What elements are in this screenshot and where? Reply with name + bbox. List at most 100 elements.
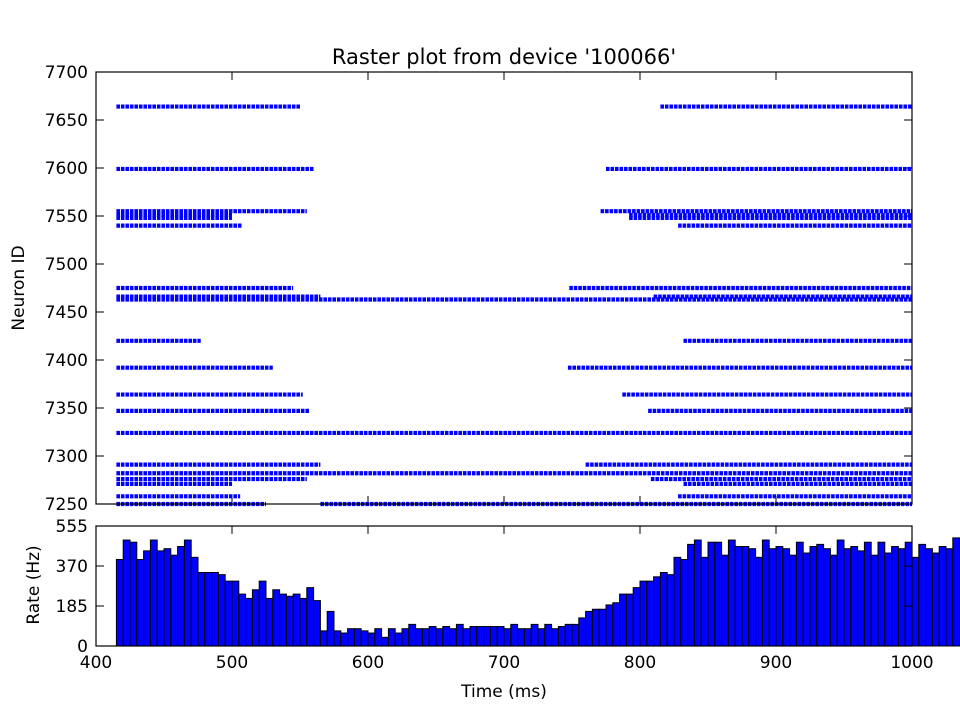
histogram-bar [517, 628, 525, 647]
histogram-bar [326, 610, 335, 647]
histogram-bar [306, 587, 315, 647]
histogram-bar [292, 593, 301, 647]
histogram-bar [850, 546, 859, 647]
histogram-bar [435, 628, 444, 647]
histogram-bar [707, 541, 716, 647]
histogram-bar [143, 550, 151, 647]
histogram-bar [795, 541, 804, 647]
histogram-bar [591, 608, 600, 647]
histogram-bars [115, 537, 960, 647]
histogram-bar [891, 546, 899, 647]
hist-x-tick-label: 600 [352, 653, 384, 673]
raster-y-tick-label: 7650 [45, 111, 88, 131]
histogram-bar [360, 630, 369, 647]
raster-y-tick-labels: 7250 7300 7350 7400 7450 7500 7550 7600 7650 7700 [45, 63, 88, 515]
rate-histogram: Rate (Hz) Time (ms) 0 185 370 555 400 500 600 7… [24, 517, 960, 702]
histogram-bar [571, 623, 580, 647]
histogram-bar [408, 623, 417, 647]
histogram-bar [748, 548, 757, 647]
histogram-bar [394, 632, 403, 647]
histogram-bar [238, 593, 247, 647]
histogram-bar [489, 626, 498, 647]
histogram-bar [381, 636, 389, 647]
histogram-bar [585, 610, 593, 647]
histogram-bar [598, 608, 607, 647]
histogram-bar [625, 593, 634, 647]
histogram-bar [177, 546, 185, 647]
histogram-bar [510, 623, 519, 647]
histogram-bar [843, 548, 852, 647]
histogram-bar [299, 597, 308, 647]
hist-x-tick-label: 800 [624, 653, 656, 673]
histogram-bar [245, 597, 253, 647]
histogram-bar [870, 554, 879, 647]
raster-y-tick-label: 7600 [45, 159, 88, 179]
raster-y-tick-label: 7400 [45, 351, 88, 371]
histogram-bar [857, 550, 865, 647]
hist-x-tick-label: 900 [760, 653, 792, 673]
raster-axes-frame [95, 71, 913, 505]
raster-y-tick-label: 7350 [45, 399, 88, 419]
histogram-bar [387, 628, 396, 647]
histogram-bar [945, 548, 954, 647]
histogram-bar [911, 556, 920, 647]
histogram-bar [156, 550, 165, 647]
histogram-bar [285, 595, 294, 647]
histogram-bar [523, 628, 532, 647]
histogram-bar [190, 556, 199, 647]
histogram-axes-frame [95, 525, 913, 647]
histogram-bar [557, 626, 566, 647]
histogram-bar [816, 543, 825, 647]
histogram-bar [428, 626, 437, 647]
histogram-bar [496, 626, 505, 647]
histogram-bar [721, 554, 729, 647]
y-axis-label-neuron-id: Neuron ID [9, 245, 29, 330]
chart-title: Raster plot from device '100066' [332, 45, 676, 69]
raster-y-tick-label: 7550 [45, 207, 88, 227]
histogram-bar [802, 552, 811, 647]
histogram-bar [809, 546, 818, 647]
histogram-bar [129, 541, 138, 647]
histogram-bar [279, 593, 287, 647]
hist-y-tick-label: 555 [56, 517, 88, 537]
histogram-bar [163, 548, 172, 647]
histogram-bar [149, 539, 158, 647]
histogram-bar [653, 576, 661, 647]
histogram-bar [761, 539, 770, 647]
histogram-bar [211, 571, 219, 647]
histogram-bar [224, 580, 233, 647]
histogram-bar [836, 539, 845, 647]
histogram-bar [693, 539, 702, 647]
hist-y-tick-label: 0 [77, 637, 88, 657]
histogram-bar [639, 580, 648, 647]
raster-plot: Raster plot from device '100066' Neuron … [9, 45, 913, 515]
raster-y-tick-label: 7500 [45, 255, 88, 275]
x-axis-label-time: Time (ms) [460, 682, 547, 702]
histogram-bar [530, 623, 539, 647]
histogram-bar [503, 628, 512, 647]
histogram-bar [122, 539, 131, 647]
histogram-bar [925, 548, 933, 647]
histogram-bar [897, 548, 906, 647]
histogram-bar [204, 571, 213, 647]
histogram-bar [272, 589, 281, 647]
histogram-bar [782, 548, 791, 647]
raster-y-tick-label: 7300 [45, 447, 88, 467]
histogram-bar [401, 628, 410, 647]
histogram-bar [755, 556, 763, 647]
histogram-bar [734, 546, 743, 647]
histogram-bar [829, 554, 838, 647]
histogram-bar [115, 559, 124, 647]
histogram-bar [231, 580, 240, 647]
raster-spikes [116, 104, 912, 507]
histogram-bar [673, 556, 682, 647]
histogram-bar [170, 554, 179, 647]
histogram-bar [687, 543, 695, 647]
hist-x-tick-label: 1000 [890, 653, 933, 673]
histogram-bar [476, 626, 485, 647]
histogram-bar [714, 541, 723, 647]
histogram-bar [313, 600, 321, 647]
histogram-bar [700, 556, 709, 647]
histogram-bar [659, 571, 668, 647]
